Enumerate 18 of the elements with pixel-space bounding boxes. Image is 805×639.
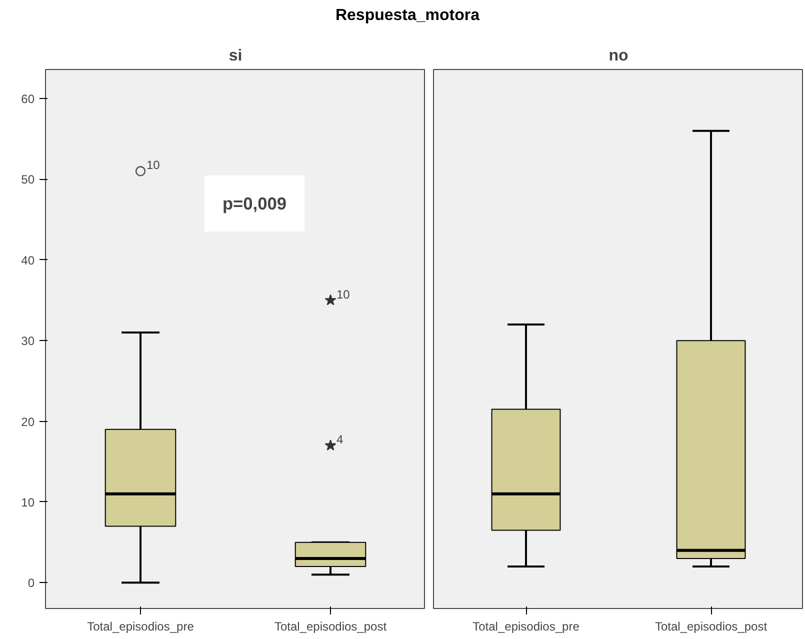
annotation: p=0,009 <box>222 193 287 214</box>
annotation: 10 <box>146 158 160 172</box>
x-tick-label: Total_episodios_pre <box>472 620 580 634</box>
chart-subtitle: si <box>228 48 242 64</box>
annotation: 4 <box>336 432 344 447</box>
y-tick-label: 60 <box>21 92 35 106</box>
x-tick-label: Total_episodios_post <box>274 620 388 634</box>
annotation: 10 <box>336 287 350 302</box>
x-tick-label: Total_episodios_pre <box>87 620 194 634</box>
x-tick-label: Total_episodios_post <box>654 620 768 634</box>
chart-subtitle: no <box>608 48 628 64</box>
chart-title: Respuesta_motora <box>335 6 480 26</box>
y-tick-label: 40 <box>21 253 35 268</box>
y-tick-label: 50 <box>21 172 35 187</box>
y-tick-label: 20 <box>21 414 35 429</box>
y-tick-label: 30 <box>21 334 35 348</box>
y-tick-label: 10 <box>21 495 35 510</box>
y-tick-label: 0 <box>28 576 35 590</box>
